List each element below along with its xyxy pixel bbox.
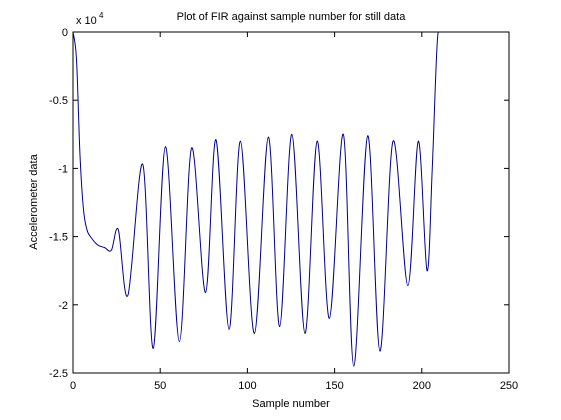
x-axis-label: Sample number bbox=[252, 398, 330, 410]
x-tick-label: 0 bbox=[70, 380, 76, 392]
y-tick-label: -2.5 bbox=[49, 368, 68, 380]
y-tick-label: -0.5 bbox=[49, 95, 68, 107]
axis-multiplier-exponent: 4 bbox=[99, 11, 104, 20]
y-tick-label: 0 bbox=[62, 27, 68, 39]
x-tick-label: 150 bbox=[325, 380, 343, 392]
y-tick-label: -1 bbox=[58, 163, 68, 175]
x-tick-label: 50 bbox=[154, 380, 166, 392]
chart-title: Plot of FIR against sample number for st… bbox=[177, 11, 407, 23]
plot-frame bbox=[72, 31, 510, 374]
data-line bbox=[73, 32, 448, 367]
x-tick-label: 100 bbox=[238, 380, 256, 392]
y-tick-label: -2 bbox=[58, 300, 68, 312]
axis-multiplier: x 10 bbox=[76, 15, 97, 27]
x-tick-label: 200 bbox=[413, 380, 431, 392]
y-tick-label: -1.5 bbox=[49, 232, 68, 244]
x-tick-label: 250 bbox=[500, 380, 518, 392]
y-axis-label: Accelerometer data bbox=[28, 153, 40, 249]
